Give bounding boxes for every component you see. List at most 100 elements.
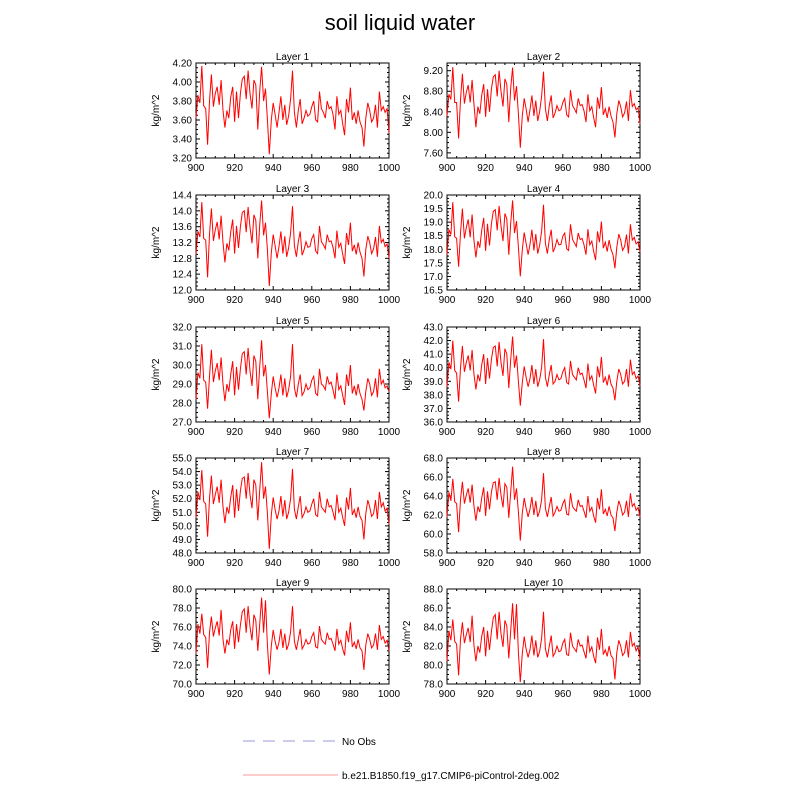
y-tick-label: 8.00	[424, 128, 444, 139]
y-tick-label: 38.0	[424, 390, 444, 401]
x-tick-label: 900	[188, 689, 205, 700]
series-line	[446, 200, 641, 277]
chart-panel-5: Layer 5 900 920 940 960 980 1000 27.0 28.0 29.0 30…	[151, 316, 401, 438]
y-tick-label: 32.0	[173, 323, 193, 334]
y-tick-label: 19.0	[424, 218, 444, 229]
series-line	[195, 340, 390, 419]
y-tick-label: 17.5	[424, 258, 444, 269]
x-tick-label: 1000	[378, 295, 401, 306]
x-tick-label: 920	[226, 163, 243, 174]
x-tick-label: 980	[593, 295, 610, 306]
x-tick-label: 940	[265, 427, 282, 438]
y-tick-label: 3.80	[173, 97, 193, 108]
y-tick-label: 78.0	[424, 680, 444, 691]
panel-title: Layer 8	[527, 447, 561, 458]
y-tick-label: 36.0	[424, 418, 444, 429]
y-tick-label: 3.20	[173, 154, 193, 165]
panels: Layer 1 900 920 940 960 980 1000 3.20 3.40 3.60 3.…	[151, 52, 652, 700]
x-tick-label: 940	[265, 295, 282, 306]
x-tick-label: 900	[439, 689, 456, 700]
x-tick-label: 980	[342, 427, 359, 438]
x-tick-label: 960	[303, 163, 320, 174]
y-tick-label: 84.0	[424, 623, 444, 634]
y-tick-label: 78.0	[173, 604, 193, 615]
panel-title: Layer 3	[276, 184, 310, 195]
y-tick-label: 58.0	[424, 549, 444, 560]
y-axis-label: kg/m^2	[402, 620, 413, 652]
chart-panel-10: Layer 10 900 920 940 960 980 1000 78.0 80.0 82.0 8…	[402, 578, 652, 700]
x-tick-label: 900	[188, 427, 205, 438]
x-tick-label: 1000	[629, 163, 652, 174]
y-tick-label: 8.40	[424, 107, 444, 118]
y-tick-label: 12.0	[173, 286, 193, 297]
y-tick-label: 86.0	[424, 604, 444, 615]
series-line	[446, 466, 641, 541]
series-line	[195, 200, 390, 287]
x-tick-label: 940	[516, 295, 533, 306]
y-tick-label: 82.0	[424, 642, 444, 653]
x-tick-label: 980	[342, 558, 359, 569]
x-tick-label: 900	[439, 558, 456, 569]
x-tick-label: 960	[554, 558, 571, 569]
y-tick-label: 19.5	[424, 204, 444, 215]
plot-frame	[446, 457, 641, 554]
x-tick-label: 900	[439, 427, 456, 438]
y-tick-label: 28.0	[173, 399, 193, 410]
x-tick-label: 900	[188, 295, 205, 306]
y-tick-label: 9.20	[424, 66, 444, 77]
y-tick-label: 41.0	[424, 350, 444, 361]
x-tick-label: 940	[516, 689, 533, 700]
x-tick-label: 940	[516, 558, 533, 569]
x-tick-label: 960	[303, 427, 320, 438]
y-tick-label: 48.0	[173, 549, 193, 560]
x-tick-label: 920	[226, 295, 243, 306]
y-tick-label: 80.0	[424, 661, 444, 672]
x-tick-label: 960	[554, 689, 571, 700]
x-tick-label: 920	[477, 558, 494, 569]
y-tick-label: 13.2	[173, 238, 193, 249]
y-axis-label: kg/m^2	[402, 94, 413, 126]
figure-title: soil liquid water	[325, 10, 475, 35]
x-tick-label: 900	[188, 558, 205, 569]
legend: No Obs b.e21.B1850.f19_g17.CMIP6-piContr…	[243, 737, 560, 782]
y-tick-label: 3.40	[173, 135, 193, 146]
panel-title: Layer 6	[527, 316, 561, 327]
y-axis-label: kg/m^2	[151, 489, 162, 521]
y-tick-label: 60.0	[424, 530, 444, 541]
x-tick-label: 1000	[378, 689, 401, 700]
x-tick-label: 1000	[378, 558, 401, 569]
y-tick-label: 14.4	[173, 191, 193, 202]
y-tick-label: 4.00	[173, 78, 193, 89]
x-tick-label: 960	[303, 295, 320, 306]
x-tick-label: 940	[516, 427, 533, 438]
y-tick-label: 50.0	[173, 521, 193, 532]
y-tick-label: 14.0	[173, 206, 193, 217]
y-axis-label: kg/m^2	[151, 358, 162, 390]
y-tick-label: 62.0	[424, 511, 444, 522]
legend-obs-label: No Obs	[342, 737, 376, 748]
y-tick-label: 37.0	[424, 404, 444, 415]
y-axis-label: kg/m^2	[402, 489, 413, 521]
x-tick-label: 1000	[629, 558, 652, 569]
panel-title: Layer 9	[276, 578, 310, 589]
x-tick-label: 920	[477, 689, 494, 700]
x-tick-label: 940	[516, 163, 533, 174]
y-tick-label: 4.20	[173, 59, 193, 70]
y-tick-label: 12.4	[173, 270, 193, 281]
x-tick-label: 940	[265, 163, 282, 174]
y-tick-label: 49.0	[173, 535, 193, 546]
y-axis-label: kg/m^2	[402, 226, 413, 258]
y-axis-label: kg/m^2	[151, 94, 162, 126]
plot-frame	[195, 588, 390, 685]
y-axis-label: kg/m^2	[402, 358, 413, 390]
x-tick-label: 900	[188, 163, 205, 174]
legend-model-label: b.e21.B1850.f19_g17.CMIP6-piControl-2deg…	[342, 771, 560, 782]
panel-title: Layer 5	[276, 316, 310, 327]
x-tick-label: 960	[554, 427, 571, 438]
x-tick-label: 920	[226, 689, 243, 700]
y-tick-label: 64.0	[424, 492, 444, 503]
panel-title: Layer 7	[276, 447, 310, 458]
x-tick-label: 980	[593, 427, 610, 438]
x-tick-label: 980	[342, 689, 359, 700]
chart-panel-1: Layer 1 900 920 940 960 980 1000 3.20 3.40 3.60 3.…	[151, 52, 401, 174]
